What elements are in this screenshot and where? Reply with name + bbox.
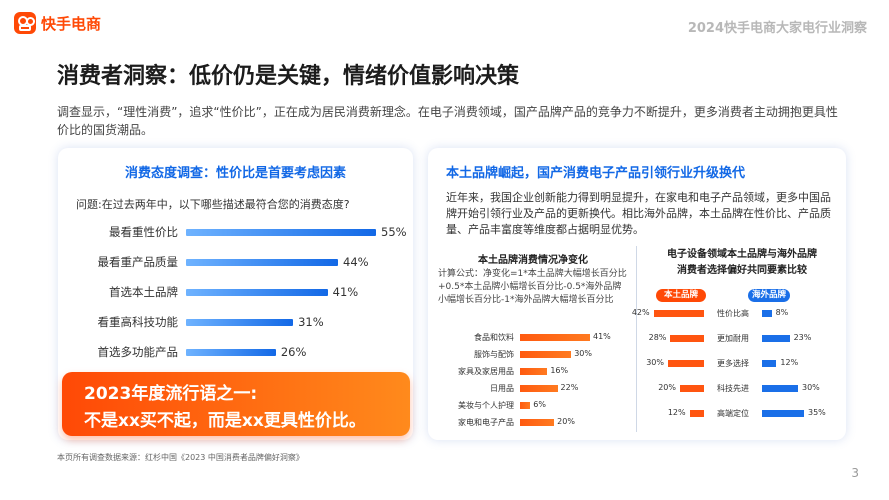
attitude-bar <box>186 259 338 266</box>
local-brand-value: 28% <box>648 333 667 342</box>
net-change-label: 家电和电子产品 <box>458 418 514 427</box>
local-brands-card-title: 本土品牌崛起，国产消费电子产品引领行业升级换代 <box>446 166 746 181</box>
attitude-bar-row: 最看重性价比 55% <box>58 224 413 240</box>
foreign-brand-value: 30% <box>802 383 820 392</box>
local-brand-value: 30% <box>646 358 664 367</box>
foreign-brand-value: 12% <box>780 358 799 367</box>
foreign-brand-bar <box>762 310 772 317</box>
legend-foreign-brand: 海外品牌 <box>748 289 790 302</box>
net-change-bar <box>520 334 590 341</box>
net-change-bar <box>520 385 558 392</box>
attitude-survey-card: 消费态度调查：性价比是首要考虑因素 问题:在过去两年中，以下哪些描述最符合您的消… <box>58 148 413 440</box>
compare-factor-label: 更多选择 <box>717 359 749 368</box>
net-change-bar <box>520 402 531 409</box>
compare-factor-label: 高端定位 <box>717 409 749 418</box>
attitude-bar-value: 55% <box>381 225 407 239</box>
local-brand-value: 20% <box>658 383 676 392</box>
net-change-bar <box>520 351 572 358</box>
attitude-bar-label: 看重高科技功能 <box>97 315 179 329</box>
attitude-bar-value: 31% <box>298 315 324 329</box>
compare-factor-label: 性价比高 <box>717 309 749 318</box>
compare-factor-label: 科技先进 <box>717 384 749 393</box>
foreign-brand-value: 35% <box>808 408 826 417</box>
net-change-value: 20% <box>557 417 575 426</box>
local-brands-card: 本土品牌崛起，国产消费电子产品引领行业升级换代 近年来，我国企业创新能力得到明显… <box>428 148 846 440</box>
net-change-value: 41% <box>593 332 611 341</box>
net-change-value: 30% <box>574 349 592 358</box>
intro-paragraph: 调查显示，“理性消费”，追求“性价比”，正在成为居民消费新理念。在电子消费领域，… <box>57 105 838 137</box>
compare-chart-title-2: 消费者选择偏好共同要素比较 <box>677 265 807 276</box>
net-change-formula: 计算公式：净变化=1*本土品牌大幅增长百分比+0.5*本土品牌小幅增长百分比-0… <box>438 269 627 305</box>
attitude-bar-row: 最看重产品质量 44% <box>58 254 413 270</box>
attitude-card-title: 消费态度调查：性价比是首要考虑因素 <box>124 166 346 181</box>
slogan-banner: 2023年度流行语之一: 不是xx买不起，而是xx更具性价比。 <box>62 372 410 436</box>
attitude-bar-row: 看重高科技功能 31% <box>58 314 413 330</box>
attitude-bar-label: 最看重产品质量 <box>97 255 179 269</box>
local-brand-bar <box>668 360 704 367</box>
local-brand-bar <box>689 410 704 417</box>
net-change-bar <box>520 419 555 426</box>
page-title: 消费者洞察：低价仍是关键，情绪价值影响决策 <box>57 64 520 89</box>
foreign-brand-bar <box>762 360 777 367</box>
compare-chart-title-1: 电子设备领域本土品牌与海外品牌 <box>667 249 817 260</box>
compare-factor-label: 更加耐用 <box>717 334 749 343</box>
local-brands-text: 近年来，我国企业创新能力得到明显提升，在家电和电子产品领域，更多中国品牌开始引领… <box>446 191 831 236</box>
attitude-bar <box>186 349 276 356</box>
local-brand-bar <box>670 335 704 342</box>
net-change-chart-title: 本土品牌消费情况净变化 <box>478 255 588 266</box>
legend-local-brand: 本土品牌 <box>656 289 706 302</box>
attitude-bar-value: 44% <box>343 255 369 269</box>
net-change-label: 服饰与配饰 <box>474 350 514 359</box>
attitude-bar-row: 首选多功能产品 26% <box>58 344 413 360</box>
local-brand-bar <box>680 385 704 392</box>
brand-logo: 快手电商 <box>14 12 101 34</box>
attitude-bar-row: 首选本土品牌 41% <box>58 284 413 300</box>
foreign-brand-value: 23% <box>793 333 812 342</box>
attitude-bar <box>186 229 376 236</box>
net-change-label: 食品和饮料 <box>474 333 514 342</box>
local-brand-value: 12% <box>667 408 686 417</box>
attitude-bar-label: 首选本土品牌 <box>109 285 178 299</box>
net-change-value: 22% <box>560 383 579 392</box>
net-change-label: 家具及家居用品 <box>458 367 514 376</box>
data-source-footnote: 本页所有调查数据来源：红杉中国《2023 中国消费者品牌偏好洞察》 <box>57 453 304 462</box>
foreign-brand-value: 8% <box>775 308 789 317</box>
survey-question: 问题:在过去两年中，以下哪些描述最符合您的消费态度? <box>76 198 350 211</box>
local-brand-value: 42% <box>631 308 650 317</box>
report-title: 2024快手电商大家电行业洞察 <box>687 21 867 36</box>
foreign-brand-bar <box>762 410 804 417</box>
net-change-value: 6% <box>533 400 546 409</box>
net-change-value: 16% <box>550 366 569 375</box>
net-change-bar <box>520 368 548 375</box>
attitude-bar <box>186 289 328 296</box>
foreign-brand-bar <box>762 335 790 342</box>
slogan-line-2: 不是xx买不起，而是xx更具性价比。 <box>84 411 366 431</box>
local-brand-bar <box>653 310 704 317</box>
attitude-bar-value: 26% <box>280 345 307 359</box>
slogan-line-1: 2023年度流行语之一: <box>84 384 258 404</box>
page-number: 3 <box>851 466 859 480</box>
attitude-bar <box>186 319 294 326</box>
kuaishou-logo-icon <box>14 12 36 34</box>
attitude-bar-label: 首选多功能产品 <box>97 345 179 359</box>
foreign-brand-bar <box>762 385 798 392</box>
attitude-bar-label: 最看重性价比 <box>109 225 178 239</box>
brand-name: 快手电商 <box>41 14 102 33</box>
net-change-label: 美妆与个人护理 <box>458 401 514 410</box>
chart-divider <box>636 246 637 432</box>
attitude-bar-value: 41% <box>332 285 359 299</box>
net-change-label: 日用品 <box>490 384 514 393</box>
